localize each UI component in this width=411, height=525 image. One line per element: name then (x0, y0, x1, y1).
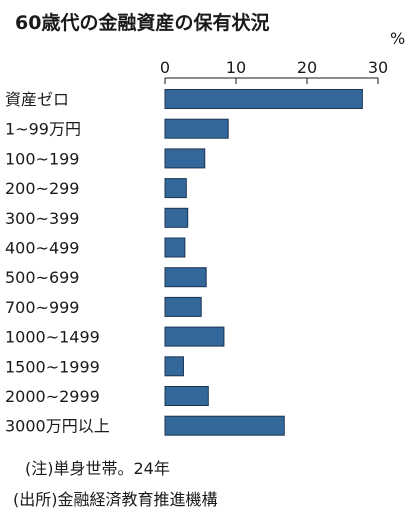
bar (164, 89, 363, 109)
category-label: 500~699 (5, 268, 79, 287)
category-labels: 資産ゼロ 1~99万円 100~199 200~299 300~399 400~499 50… (5, 90, 110, 436)
source-text: (出所)金融経済教育推進機構 (13, 490, 218, 509)
category-label: 2000~2999 (5, 387, 100, 406)
note-text: (注)単身世帯。24年 (25, 459, 170, 478)
category-label: 1~99万円 (5, 120, 81, 139)
category-label: 資産ゼロ (5, 90, 69, 109)
category-label: 100~199 (5, 149, 79, 168)
bar (164, 237, 186, 258)
bar (164, 207, 189, 228)
bar (164, 415, 285, 436)
bars (164, 89, 363, 436)
x-tick-label: 20 (297, 58, 317, 77)
x-axis-ticks: 0 10 20 30 (160, 58, 388, 84)
category-label: 3000万円以上 (5, 417, 110, 436)
x-tick-label: 10 (226, 58, 246, 77)
bar (164, 296, 202, 317)
bar (164, 267, 207, 288)
x-tick-label: 30 (368, 58, 388, 77)
category-label: 1000~1499 (5, 328, 100, 347)
category-label: 700~999 (5, 298, 79, 317)
category-label: 200~299 (5, 179, 79, 198)
bar (164, 118, 229, 139)
bar (164, 356, 184, 377)
category-label: 300~399 (5, 209, 79, 228)
bar (164, 148, 206, 169)
category-label: 1500~1999 (5, 357, 100, 376)
x-tick-label: 0 (160, 58, 170, 77)
bar (164, 326, 225, 347)
chart-title: 60歳代の金融資産の保有状況 (15, 11, 269, 34)
bar (164, 386, 209, 406)
category-label: 400~499 (5, 239, 79, 258)
unit-label: % (390, 29, 405, 48)
bar (164, 178, 187, 199)
